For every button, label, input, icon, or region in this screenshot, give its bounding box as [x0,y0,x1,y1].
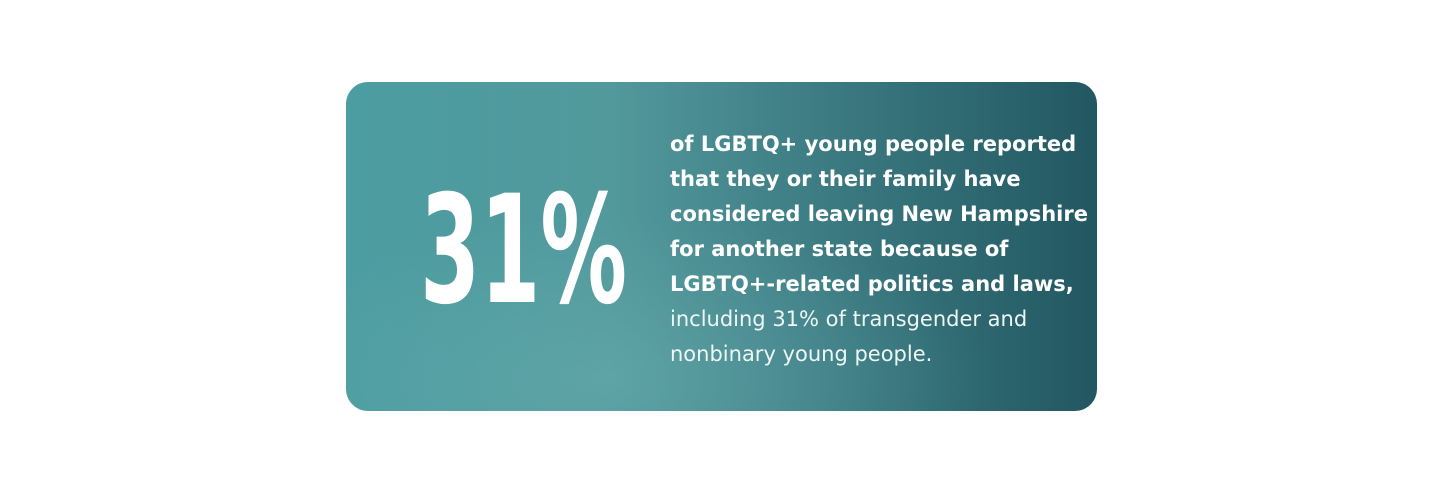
card-glow [346,82,1097,411]
description-bold-line: of LGBTQ+ young people reported [670,132,1076,156]
description-bold-line: that they or their family have [670,167,1021,191]
description-line: including 31% of transgender and [670,307,1027,331]
stat-value: 31% [420,164,627,338]
description-bold-line: for another state because of [670,237,1009,261]
description-bold-line: LGBTQ+-related politics and laws, [670,272,1074,296]
description-line: nonbinary young people. [670,342,932,366]
description-bold-line: considered leaving New Hampshire [670,202,1088,226]
stat-card: 31% [346,82,1097,411]
